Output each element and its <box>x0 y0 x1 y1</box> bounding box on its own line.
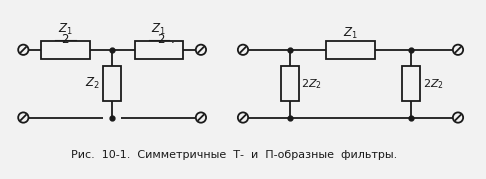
Text: $Z_1$: $Z_1$ <box>343 26 358 41</box>
Bar <box>402 66 420 101</box>
Text: $2Z_2$: $2Z_2$ <box>301 77 322 91</box>
Text: Рис.  10-1.  Симметричные  Т-  и  П-образные  фильтры.: Рис. 10-1. Симметричные Т- и П-образные … <box>70 150 397 160</box>
Bar <box>135 41 183 59</box>
Text: $Z_1$: $Z_1$ <box>58 22 73 37</box>
Text: $.$: $.$ <box>170 33 174 46</box>
Bar <box>103 66 121 101</box>
Bar <box>41 41 90 59</box>
Text: $2$: $2$ <box>156 33 165 46</box>
Bar <box>326 41 375 59</box>
Text: $2$: $2$ <box>61 33 69 46</box>
Text: $Z_2$: $Z_2$ <box>85 76 100 91</box>
Bar <box>281 66 298 101</box>
Text: $2Z_2$: $2Z_2$ <box>423 77 444 91</box>
Text: $Z_1$: $Z_1$ <box>152 22 166 37</box>
